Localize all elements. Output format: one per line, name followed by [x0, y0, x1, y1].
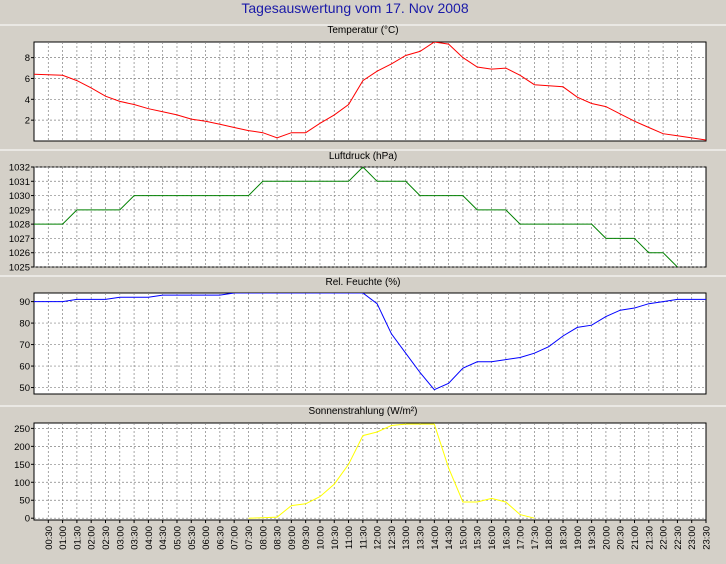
pressure-panel: Luftdruck (hPa) 1025 1026 1027 1028 1029 1030 1…	[0, 149, 726, 274]
x-tick-label: 19:30	[587, 526, 598, 550]
x-tick-label: 21:00	[630, 526, 641, 550]
radiation-panel-title: Sonnenstrahlung (W/m²)	[309, 406, 418, 417]
x-tick-label: 10:30	[330, 526, 341, 550]
temperature-y-tick-label: 6	[25, 74, 30, 85]
radiation-y-tick-label: 100	[14, 478, 30, 489]
radiation-y-tick-label: 250	[14, 424, 30, 435]
radiation-plot-area	[33, 422, 707, 521]
pressure-y-tick-label: 1032	[9, 163, 30, 174]
x-tick-label: 12:00	[373, 526, 384, 550]
x-tick-label: 06:00	[201, 526, 212, 550]
humidity-y-tick-label: 70	[19, 340, 30, 351]
x-tick-label: 19:00	[573, 526, 584, 550]
pressure-y-tick-label: 1031	[9, 177, 30, 188]
humidity-y-tick-label: 80	[19, 319, 30, 330]
x-tick-label: 01:30	[72, 526, 83, 550]
x-tick-label: 04:00	[144, 526, 155, 550]
radiation-y-tick-label: 200	[14, 442, 30, 453]
pressure-series-line	[34, 167, 678, 267]
temperature-panel: Temperatur (°C) 2 4 6 8	[0, 24, 726, 142]
x-tick-label: 10:00	[315, 526, 326, 550]
x-tick-label: 07:00	[230, 526, 241, 550]
x-tick-label: 09:30	[301, 526, 312, 550]
x-tick-label: 20:30	[616, 526, 627, 550]
x-tick-label: 14:00	[430, 526, 441, 550]
radiation-y-tick-label: 150	[14, 460, 30, 471]
x-tick-label: 23:30	[702, 526, 713, 550]
temperature-panel-title: Temperatur (°C)	[327, 25, 398, 36]
temperature-plot-area	[33, 41, 707, 142]
radiation-y-tick-label: 50	[19, 496, 30, 507]
x-tick-label: 14:30	[444, 526, 455, 550]
x-tick-label: 16:30	[501, 526, 512, 550]
pressure-plot-area	[33, 166, 707, 268]
x-tick-label: 22:00	[659, 526, 670, 550]
x-tick-label: 03:30	[130, 526, 141, 550]
pressure-y-tick-label: 1027	[9, 234, 30, 245]
x-tick-label: 02:30	[101, 526, 112, 550]
humidity-y-tick-label: 60	[19, 362, 30, 373]
x-tick-label: 18:00	[544, 526, 555, 550]
pressure-y-tick-label: 1030	[9, 191, 30, 202]
x-tick-label: 04:30	[158, 526, 169, 550]
humidity-series-line	[34, 293, 706, 391]
x-tick-label: 16:00	[487, 526, 498, 550]
x-tick-label: 23:00	[687, 526, 698, 550]
x-tick-label: 06:30	[215, 526, 226, 550]
temperature-series-line	[34, 42, 706, 141]
x-tick-label: 15:30	[473, 526, 484, 550]
x-tick-label: 22:30	[673, 526, 684, 550]
temperature-y-tick-label: 2	[25, 116, 30, 127]
humidity-panel-title: Rel. Feuchte (%)	[325, 277, 400, 288]
x-axis-labels: 00:30 01:00 01:30 02:00 02:30 03:00 03:30 04:00…	[44, 520, 713, 550]
radiation-series-line	[248, 423, 535, 519]
x-tick-label: 03:00	[115, 526, 126, 550]
x-tick-label: 11:30	[358, 526, 369, 549]
temperature-y-tick-label: 4	[25, 95, 30, 106]
x-tick-label: 07:30	[244, 526, 255, 550]
x-tick-label: 13:30	[416, 526, 427, 550]
temperature-y-tick-label: 8	[25, 53, 30, 64]
humidity-panel: Rel. Feuchte (%) 50 60 70 80 90	[0, 275, 726, 395]
pressure-y-tick-label: 1025	[9, 263, 30, 274]
x-tick-label: 05:00	[172, 526, 183, 550]
humidity-y-tick-label: 90	[19, 297, 30, 308]
x-tick-label: 08:00	[258, 526, 269, 550]
x-tick-label: 09:00	[287, 526, 298, 550]
x-tick-label: 05:30	[187, 526, 198, 550]
pressure-panel-title: Luftdruck (hPa)	[329, 151, 397, 162]
x-tick-label: 01:00	[58, 526, 69, 550]
x-tick-label: 02:00	[87, 526, 98, 550]
humidity-y-tick-label: 50	[19, 383, 30, 394]
radiation-panel: Sonnenstrahlung (W/m²) 0 50 100 150 200 250	[0, 405, 726, 525]
chart-title: Tagesauswertung vom 17. Nov 2008	[241, 0, 468, 16]
humidity-plot-area	[33, 292, 707, 395]
x-tick-label: 12:30	[387, 526, 398, 550]
x-tick-label: 20:00	[601, 526, 612, 550]
pressure-y-tick-label: 1028	[9, 220, 30, 231]
x-tick-label: 11:00	[344, 526, 355, 549]
pressure-y-tick-label: 1026	[9, 248, 30, 259]
x-tick-label: 21:30	[644, 526, 655, 550]
x-tick-label: 08:30	[273, 526, 284, 550]
x-tick-label: 13:00	[401, 526, 412, 550]
x-tick-label: 17:30	[530, 526, 541, 550]
x-tick-label: 15:00	[458, 526, 469, 550]
x-tick-label: 00:30	[44, 526, 55, 550]
x-tick-label: 18:30	[559, 526, 570, 550]
pressure-y-tick-label: 1029	[9, 205, 30, 216]
radiation-y-tick-label: 0	[25, 514, 30, 525]
x-tick-label: 17:00	[516, 526, 527, 550]
